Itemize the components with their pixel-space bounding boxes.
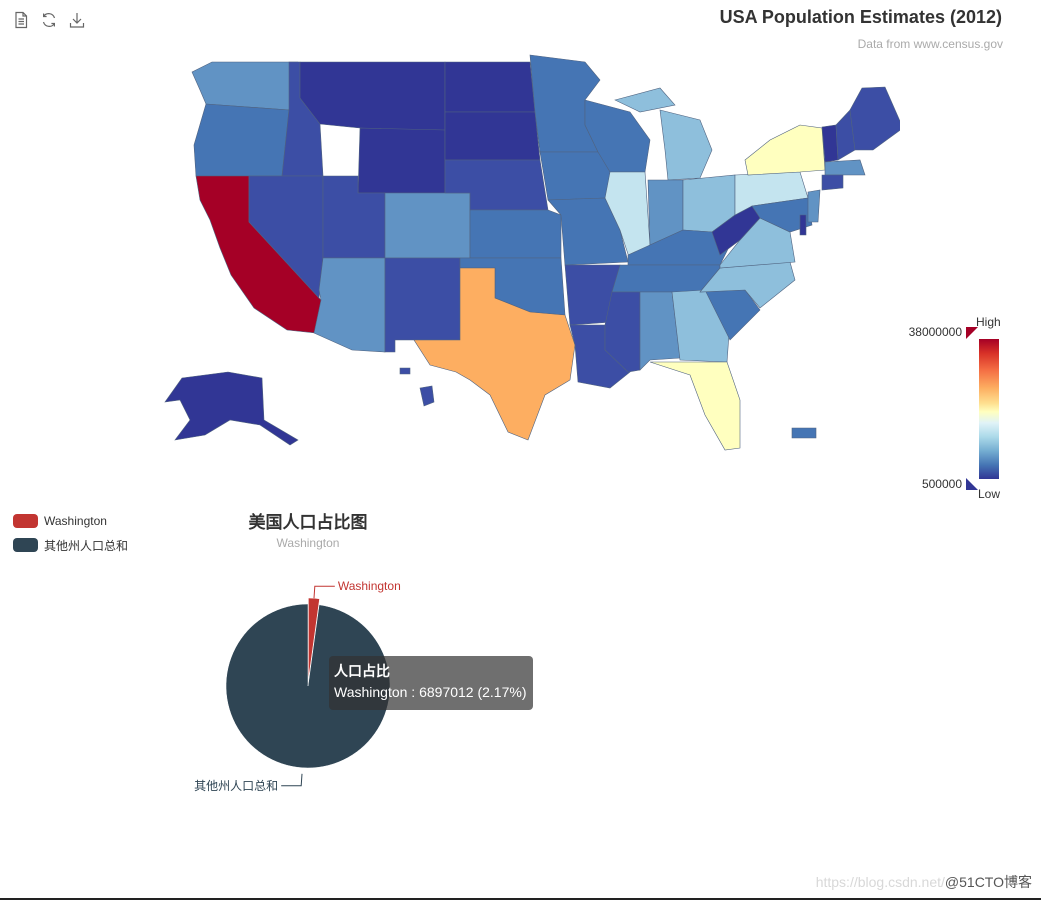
state-alaska[interactable] (164, 371, 299, 446)
state-connecticut[interactable] (821, 174, 844, 191)
legend-swatch (13, 538, 38, 552)
toolbox (12, 11, 86, 29)
state-colorado[interactable] (384, 192, 471, 259)
state-north-dakota[interactable] (444, 61, 536, 113)
state-hawaii[interactable] (399, 367, 435, 407)
pie-label-washington-line (313, 585, 335, 599)
state-arizona[interactable] (313, 257, 386, 353)
legend-swatch (13, 514, 38, 528)
visualmap-low-label: Low (978, 487, 1001, 501)
state-florida[interactable] (649, 361, 741, 451)
state-maine[interactable] (849, 86, 900, 151)
map-subtitle[interactable]: Data from www.census.gov (857, 37, 1003, 51)
us-population-map[interactable] (0, 50, 900, 460)
pie-legend: Washington 其他州人口总和 (13, 509, 128, 557)
state-delaware[interactable] (799, 214, 807, 236)
visualmap-max-value: 38000000 (908, 325, 962, 339)
state-washington[interactable] (191, 61, 299, 111)
legend-label: 其他州人口总和 (44, 538, 129, 553)
data-view-icon[interactable] (12, 11, 30, 29)
territory-puerto-rico[interactable] (791, 427, 817, 439)
visualmap-high-label: High (976, 315, 1001, 329)
state-massachusetts[interactable] (824, 159, 866, 176)
pie-label-others-line (281, 773, 303, 787)
state-south-dakota[interactable] (444, 111, 541, 161)
pie-subtitle: Washington (276, 536, 340, 550)
pie-label-washington: Washington (338, 579, 401, 593)
visualmap-color-bar[interactable] (979, 339, 999, 479)
state-michigan[interactable] (614, 87, 713, 181)
state-alabama[interactable] (639, 291, 681, 371)
tooltip-body: Washington : 6897012 (2.17%) (334, 684, 527, 700)
tooltip-title: 人口占比 (334, 663, 390, 679)
watermark-faint: https://blog.csdn.net/ (815, 874, 945, 890)
state-texas[interactable] (413, 267, 576, 441)
state-new-mexico[interactable] (384, 257, 461, 353)
legend-label: Washington (44, 514, 107, 528)
watermark: https://blog.csdn.net/@51CTO博客 (816, 872, 1032, 892)
state-wyoming[interactable] (357, 127, 446, 194)
visualmap-min-value: 500000 (921, 477, 962, 491)
pie-slice-others[interactable] (225, 603, 391, 769)
state-kansas[interactable] (469, 209, 562, 259)
state-montana[interactable] (299, 61, 446, 135)
state-oregon[interactable] (193, 103, 290, 177)
bottom-border (0, 898, 1041, 900)
restore-icon[interactable] (40, 11, 58, 29)
watermark-strong: @51CTO博客 (944, 874, 1032, 890)
legend-item-others[interactable]: 其他州人口总和 (13, 533, 128, 557)
pie-label-others: 其他州人口总和 (194, 779, 278, 793)
visualmap-top-handle[interactable] (966, 327, 978, 339)
visualmap-bottom-handle[interactable] (966, 478, 978, 490)
save-image-icon[interactable] (68, 11, 86, 29)
legend-item-washington[interactable]: Washington (13, 509, 128, 533)
pie-tooltip: 人口占比 Washington : 6897012 (2.17%) (329, 656, 533, 710)
state-new-jersey[interactable] (807, 189, 821, 223)
population-pie-chart: Washington 其他州人口总和 (194, 579, 401, 793)
state-new-york[interactable] (744, 124, 826, 176)
state-vermont[interactable] (821, 124, 839, 163)
map-title: USA Population Estimates (2012) (719, 7, 1002, 27)
pie-title: 美国人口占比图 (248, 513, 368, 532)
